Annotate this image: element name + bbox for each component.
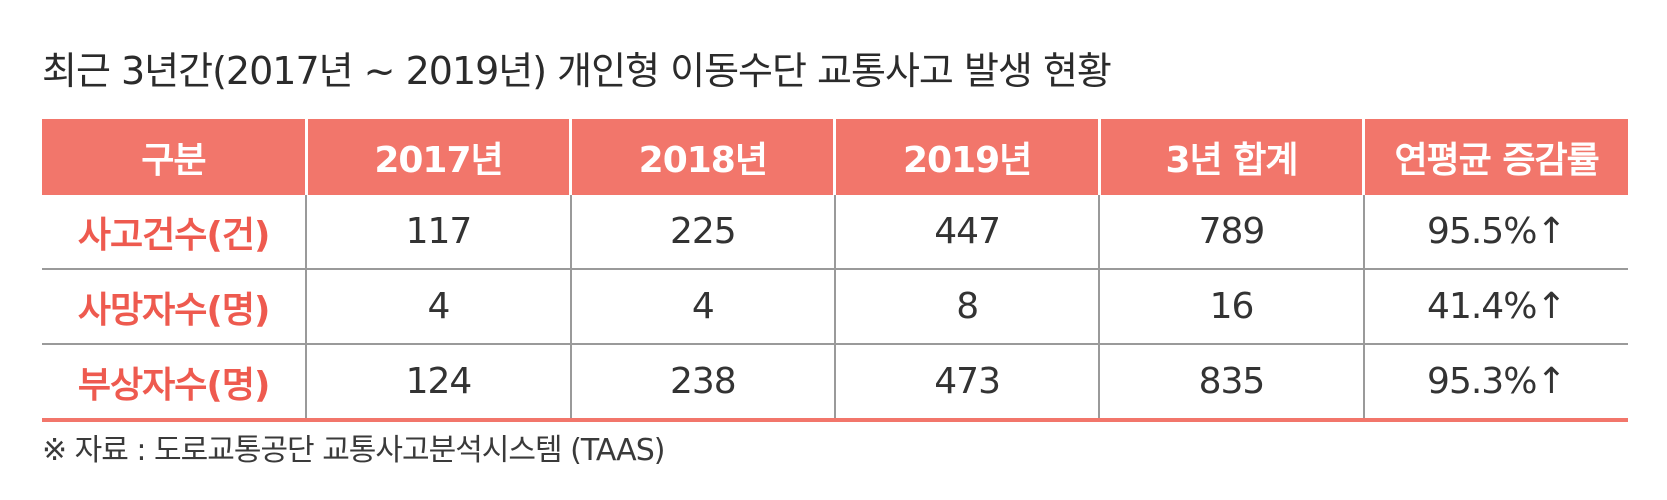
table-cell: 95.3%↑ — [1362, 344, 1628, 422]
table-cell: 41.4%↑ — [1362, 269, 1628, 345]
table-cell: 789 — [1098, 195, 1364, 270]
header-2017: 2017년 — [304, 119, 571, 195]
table-cell: 835 — [1098, 344, 1364, 422]
header-2019: 2019년 — [833, 119, 1100, 195]
header-total: 3년 합계 — [1097, 119, 1364, 195]
source-note: ※ 자료 : 도로교통공단 교통사고분석시스템 (TAAS) — [42, 433, 665, 468]
header-2018: 2018년 — [569, 119, 835, 195]
header-growth-rate: 연평균 증감률 — [1362, 119, 1628, 195]
table-cell: 4 — [569, 269, 835, 345]
table-cell: 117 — [305, 195, 571, 270]
header-category: 구분 — [42, 119, 307, 195]
row-label: 사망자수(명) — [42, 269, 307, 345]
table-cell: 225 — [569, 195, 835, 270]
accident-stats-table: 구분 2017년 2018년 2019년 3년 합계 연평균 증감률 사고건수(… — [42, 119, 1628, 422]
table-cell: 16 — [1098, 269, 1364, 345]
table-cell: 124 — [305, 344, 571, 422]
table-cell: 8 — [833, 269, 1100, 345]
table-cell: 238 — [569, 344, 835, 422]
table-row: 사고건수(건) 117 225 447 789 95.5%↑ — [42, 195, 1628, 270]
page-title: 최근 3년간(2017년 ~ 2019년) 개인형 이동수단 교통사고 발생 현… — [42, 49, 1112, 93]
table-row: 사망자수(명) 4 4 8 16 41.4%↑ — [42, 269, 1628, 345]
table-cell: 95.5%↑ — [1362, 195, 1628, 270]
row-label: 사고건수(건) — [42, 195, 307, 270]
table-cell: 447 — [833, 195, 1100, 270]
table-header-row: 구분 2017년 2018년 2019년 3년 합계 연평균 증감률 — [42, 119, 1628, 195]
table-row: 부상자수(명) 124 238 473 835 95.3%↑ — [42, 344, 1628, 422]
row-label: 부상자수(명) — [42, 344, 307, 422]
table-cell: 4 — [305, 269, 571, 345]
table-cell: 473 — [833, 344, 1100, 422]
